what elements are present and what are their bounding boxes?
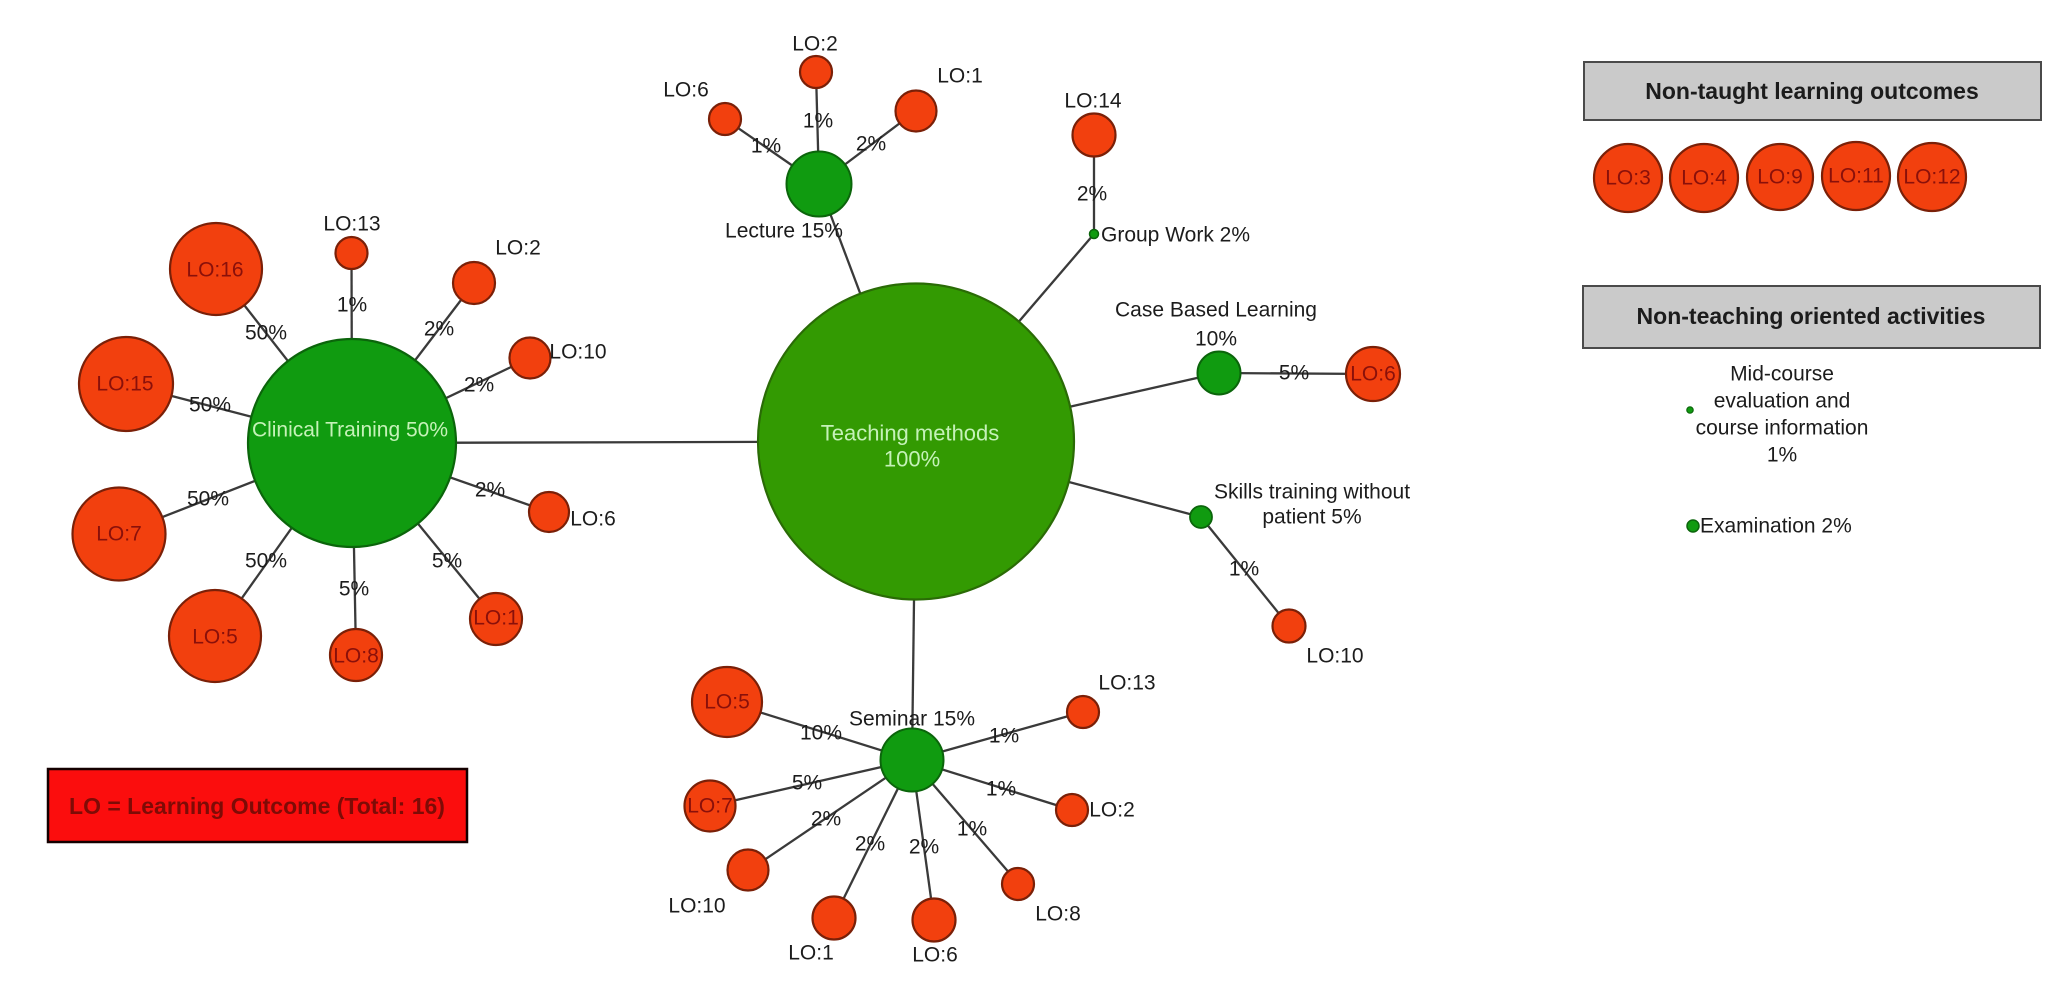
svg-text:LO:6: LO:6 (570, 508, 616, 531)
svg-text:5%: 5% (792, 772, 822, 795)
svg-text:LO:2: LO:2 (792, 33, 838, 56)
svg-text:50%: 50% (245, 550, 287, 573)
svg-text:1%: 1% (337, 294, 367, 317)
svg-text:LO:2: LO:2 (1089, 799, 1135, 822)
svg-text:LO:5: LO:5 (704, 691, 750, 714)
svg-text:LO:1: LO:1 (937, 65, 983, 88)
svg-text:Non-teaching oriented activiti: Non-teaching oriented activities (1637, 303, 1986, 329)
svg-text:Group Work 2%: Group Work 2% (1101, 224, 1250, 247)
svg-text:LO:3: LO:3 (1605, 167, 1651, 190)
svg-text:LO:15: LO:15 (96, 373, 153, 396)
svg-text:LO:1: LO:1 (788, 942, 834, 965)
svg-text:LO:8: LO:8 (333, 645, 379, 668)
svg-text:2%: 2% (909, 836, 939, 859)
svg-text:LO:6: LO:6 (912, 944, 958, 967)
svg-text:LO:8: LO:8 (1035, 903, 1081, 926)
svg-text:2%: 2% (855, 833, 885, 856)
svg-text:LO:13: LO:13 (1098, 672, 1155, 695)
svg-text:Seminar 15%: Seminar 15% (849, 708, 975, 731)
svg-text:1%: 1% (751, 135, 781, 158)
svg-text:LO = Learning Outcome (Total:: LO = Learning Outcome (Total: 16) (69, 793, 445, 819)
svg-text:LO:7: LO:7 (96, 523, 142, 546)
svg-text:2%: 2% (475, 479, 505, 502)
svg-text:Non-taught learning outcomes: Non-taught learning outcomes (1645, 78, 1979, 104)
svg-text:1%: 1% (803, 110, 833, 133)
svg-text:10%: 10% (1195, 328, 1237, 351)
svg-text:2%: 2% (1077, 183, 1107, 206)
svg-text:LO:10: LO:10 (668, 895, 725, 918)
svg-text:5%: 5% (1279, 362, 1309, 385)
svg-text:LO:10: LO:10 (549, 341, 606, 364)
svg-text:50%: 50% (245, 322, 287, 345)
svg-text:Mid-course: Mid-course (1730, 363, 1834, 386)
svg-text:LO:11: LO:11 (1828, 165, 1884, 188)
svg-text:LO:13: LO:13 (323, 213, 380, 236)
svg-text:1%: 1% (989, 725, 1019, 748)
svg-text:LO:10: LO:10 (1306, 645, 1363, 668)
svg-text:5%: 5% (432, 550, 462, 573)
svg-text:1%: 1% (1229, 558, 1259, 581)
svg-text:50%: 50% (187, 488, 229, 511)
svg-text:Skills training without: Skills training without (1214, 481, 1410, 504)
svg-text:LO:1: LO:1 (473, 607, 519, 630)
svg-text:course information: course information (1696, 417, 1869, 440)
svg-text:2%: 2% (856, 133, 886, 156)
svg-text:LO:7: LO:7 (687, 795, 733, 818)
svg-text:LO:2: LO:2 (495, 237, 541, 260)
svg-text:2%: 2% (811, 808, 841, 831)
svg-text:LO:5: LO:5 (192, 626, 238, 649)
svg-text:Lecture 15%: Lecture 15% (725, 220, 843, 243)
svg-text:5%: 5% (339, 578, 369, 601)
svg-text:100%: 100% (884, 447, 940, 472)
svg-text:LO:14: LO:14 (1064, 90, 1122, 113)
svg-text:2%: 2% (464, 374, 494, 397)
svg-text:1%: 1% (986, 778, 1016, 801)
svg-text:10%: 10% (800, 722, 842, 745)
svg-text:2%: 2% (424, 318, 454, 341)
svg-text:1%: 1% (957, 818, 987, 841)
svg-text:LO:9: LO:9 (1757, 166, 1803, 189)
svg-text:Case Based Learning: Case Based Learning (1115, 299, 1317, 322)
svg-text:1%: 1% (1767, 444, 1797, 467)
svg-text:patient 5%: patient 5% (1262, 506, 1361, 529)
svg-text:LO:16: LO:16 (186, 259, 243, 282)
svg-text:evaluation and: evaluation and (1714, 390, 1851, 413)
svg-text:Examination 2%: Examination 2% (1700, 515, 1852, 538)
svg-text:LO:4: LO:4 (1681, 167, 1727, 190)
svg-text:Teaching methods: Teaching methods (821, 421, 1000, 446)
svg-text:LO:6: LO:6 (1350, 363, 1396, 386)
svg-text:Clinical Training 50%: Clinical Training 50% (252, 419, 448, 442)
svg-text:50%: 50% (189, 394, 231, 417)
svg-text:LO:12: LO:12 (1903, 166, 1960, 189)
svg-text:LO:6: LO:6 (663, 79, 709, 102)
